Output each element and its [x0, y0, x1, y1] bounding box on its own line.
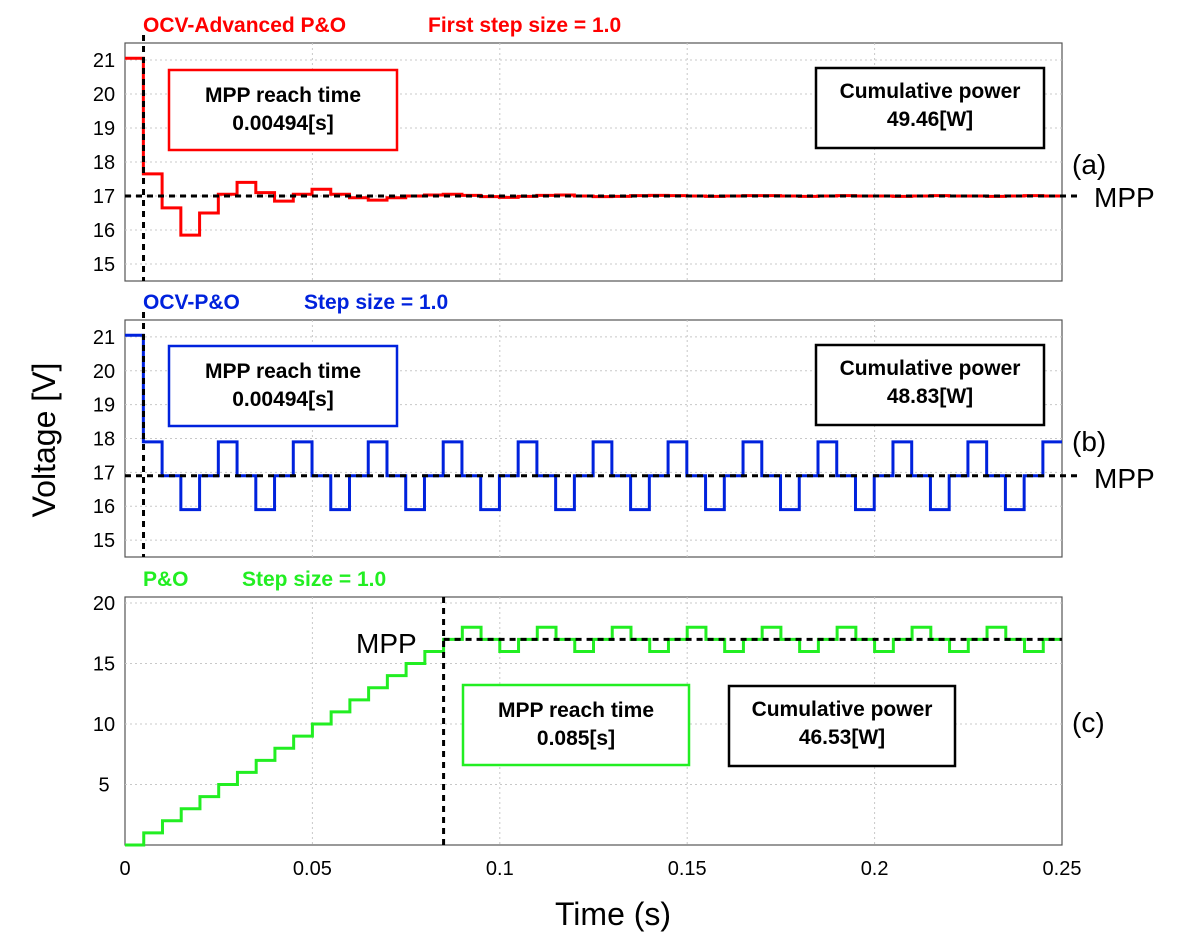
y-tick-label: 20	[93, 593, 115, 615]
cumulative-power-title: Cumulative power	[840, 357, 1021, 380]
y-tick-label: 15	[93, 654, 115, 676]
panel-tag: (a)	[1072, 149, 1106, 180]
mpp-reach-time-box	[167, 344, 399, 428]
mpp-reach-time-value: 0.00494[s]	[232, 112, 334, 135]
y-tick-label: 18	[93, 152, 115, 174]
cumulative-power-value: 46.53[W]	[799, 726, 885, 749]
step-size-label: Step size = 1.0	[242, 568, 386, 591]
cumulative-power-box	[727, 684, 957, 768]
y-tick-label: 17	[93, 186, 115, 208]
cumulative-power-box	[814, 66, 1046, 150]
panel-tag: (b)	[1072, 426, 1106, 457]
y-tick-label: 10	[93, 714, 115, 736]
y-tick-label: 16	[93, 220, 115, 242]
y-tick-label: 15	[93, 530, 115, 552]
y-tick-label: 15	[93, 254, 115, 276]
y-tick-label: 19	[93, 118, 115, 140]
y-tick-label: 17	[93, 462, 115, 484]
y-tick-label: 16	[93, 496, 115, 518]
x-tick-label: 0.25	[1043, 858, 1082, 880]
mpp-reach-time-value: 0.00494[s]	[232, 388, 334, 411]
cumulative-power-value: 49.46[W]	[887, 108, 973, 131]
y-tick-label: 5	[98, 775, 109, 797]
mpp-label: MPP	[1094, 463, 1155, 494]
y-tick-label: 18	[93, 429, 115, 451]
cumulative-power-value: 48.83[W]	[887, 385, 973, 408]
mpp-reach-time-box	[167, 68, 399, 152]
panel-tag: (c)	[1072, 707, 1105, 738]
step-size-label: Step size = 1.0	[304, 291, 448, 314]
y-tick-label: 20	[93, 84, 115, 106]
mpp-reach-time-title: MPP reach time	[205, 360, 361, 383]
method-label: P&O	[143, 568, 189, 591]
mpp-label: MPP	[1094, 182, 1155, 213]
y-tick-label: 21	[93, 327, 115, 349]
y-tick-label: 21	[93, 50, 115, 72]
mpp-reach-time-title: MPP reach time	[498, 699, 654, 722]
x-tick-label: 0.05	[293, 858, 332, 880]
x-axis: 0 0.05 0.1 0.15 0.2 0.25	[119, 858, 1081, 880]
x-tick-label: 0.1	[486, 858, 514, 880]
method-label: OCV-Advanced P&O	[143, 14, 346, 37]
y-tick-label: 19	[93, 395, 115, 417]
x-tick-label: 0	[119, 858, 130, 880]
x-tick-label: 0.15	[668, 858, 707, 880]
cumulative-power-box	[814, 343, 1046, 427]
panel-c: 5 10 15 20 P&O Step size = 1.0 MPP MPP reach ti…	[93, 568, 1105, 847]
method-label: OCV-P&O	[143, 291, 240, 314]
mpp-label: MPP	[356, 628, 417, 659]
panel-a: 15 16 17 18 19 20 21 OCV-Advanced P&O First step…	[93, 14, 1155, 282]
panel-b: 15 16 17 18 19 20 21 OCV-P&O Step size = 1.0 MPP M…	[93, 291, 1155, 558]
cumulative-power-title: Cumulative power	[840, 80, 1021, 103]
y-tick-label: 20	[93, 361, 115, 383]
voltage-series-line	[125, 625, 1062, 847]
x-axis-label: Time (s)	[555, 896, 671, 932]
voltage-series-line	[125, 56, 1062, 237]
mpp-reach-time-value: 0.085[s]	[537, 727, 615, 750]
mpp-reach-time-box	[461, 683, 691, 767]
x-tick-label: 0.2	[861, 858, 889, 880]
cumulative-power-title: Cumulative power	[752, 698, 933, 721]
y-axis-label: Voltage [V]	[26, 363, 62, 518]
step-size-label: First step size = 1.0	[428, 14, 621, 37]
mpp-reach-time-title: MPP reach time	[205, 84, 361, 107]
